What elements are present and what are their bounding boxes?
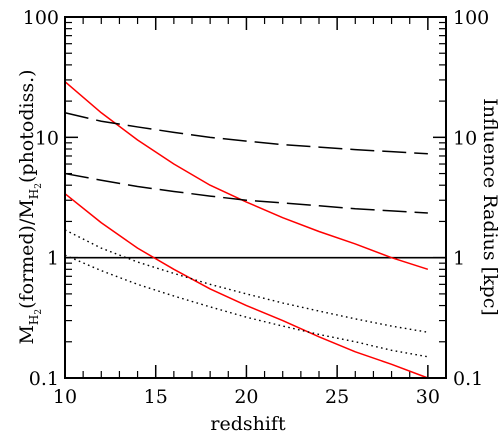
y-tick-label-left: 0.1 xyxy=(29,368,59,390)
y-tick-label-left: 10 xyxy=(35,127,59,149)
series-line-6 xyxy=(64,254,428,358)
tick-marks xyxy=(64,16,447,379)
y-tick-label-right: 1 xyxy=(453,248,465,270)
y-tick-label-left: 100 xyxy=(23,7,59,29)
x-tick-label: 30 xyxy=(416,386,440,408)
x-axis-label: redshift xyxy=(210,413,286,435)
y-tick-label-right: 0.1 xyxy=(453,368,483,390)
plot-frame xyxy=(64,16,447,379)
x-tick-label: 10 xyxy=(53,386,77,408)
y-tick-label-right: 100 xyxy=(453,7,489,29)
series-layer xyxy=(64,81,429,379)
y-axis-label-right: Influence Radius [kpc] xyxy=(479,98,500,316)
x-tick-label: 25 xyxy=(325,386,349,408)
series-line-1 xyxy=(64,81,429,271)
y-tick-label-right: 10 xyxy=(453,127,477,149)
series-line-4 xyxy=(64,172,428,214)
series-line-2 xyxy=(64,193,429,379)
x-tick-label: 15 xyxy=(144,386,168,408)
y-tick-label-left: 1 xyxy=(47,248,59,270)
series-line-3 xyxy=(64,112,428,155)
y-axis-label-left: MH2(formed)/MH2(photodiss.) xyxy=(16,69,44,344)
series-line-5 xyxy=(64,229,428,333)
tick-labels: 10 15 20 25 30 0.1 0.1 1 1 10 10 100 100 xyxy=(23,7,490,408)
x-tick-label: 20 xyxy=(234,386,258,408)
